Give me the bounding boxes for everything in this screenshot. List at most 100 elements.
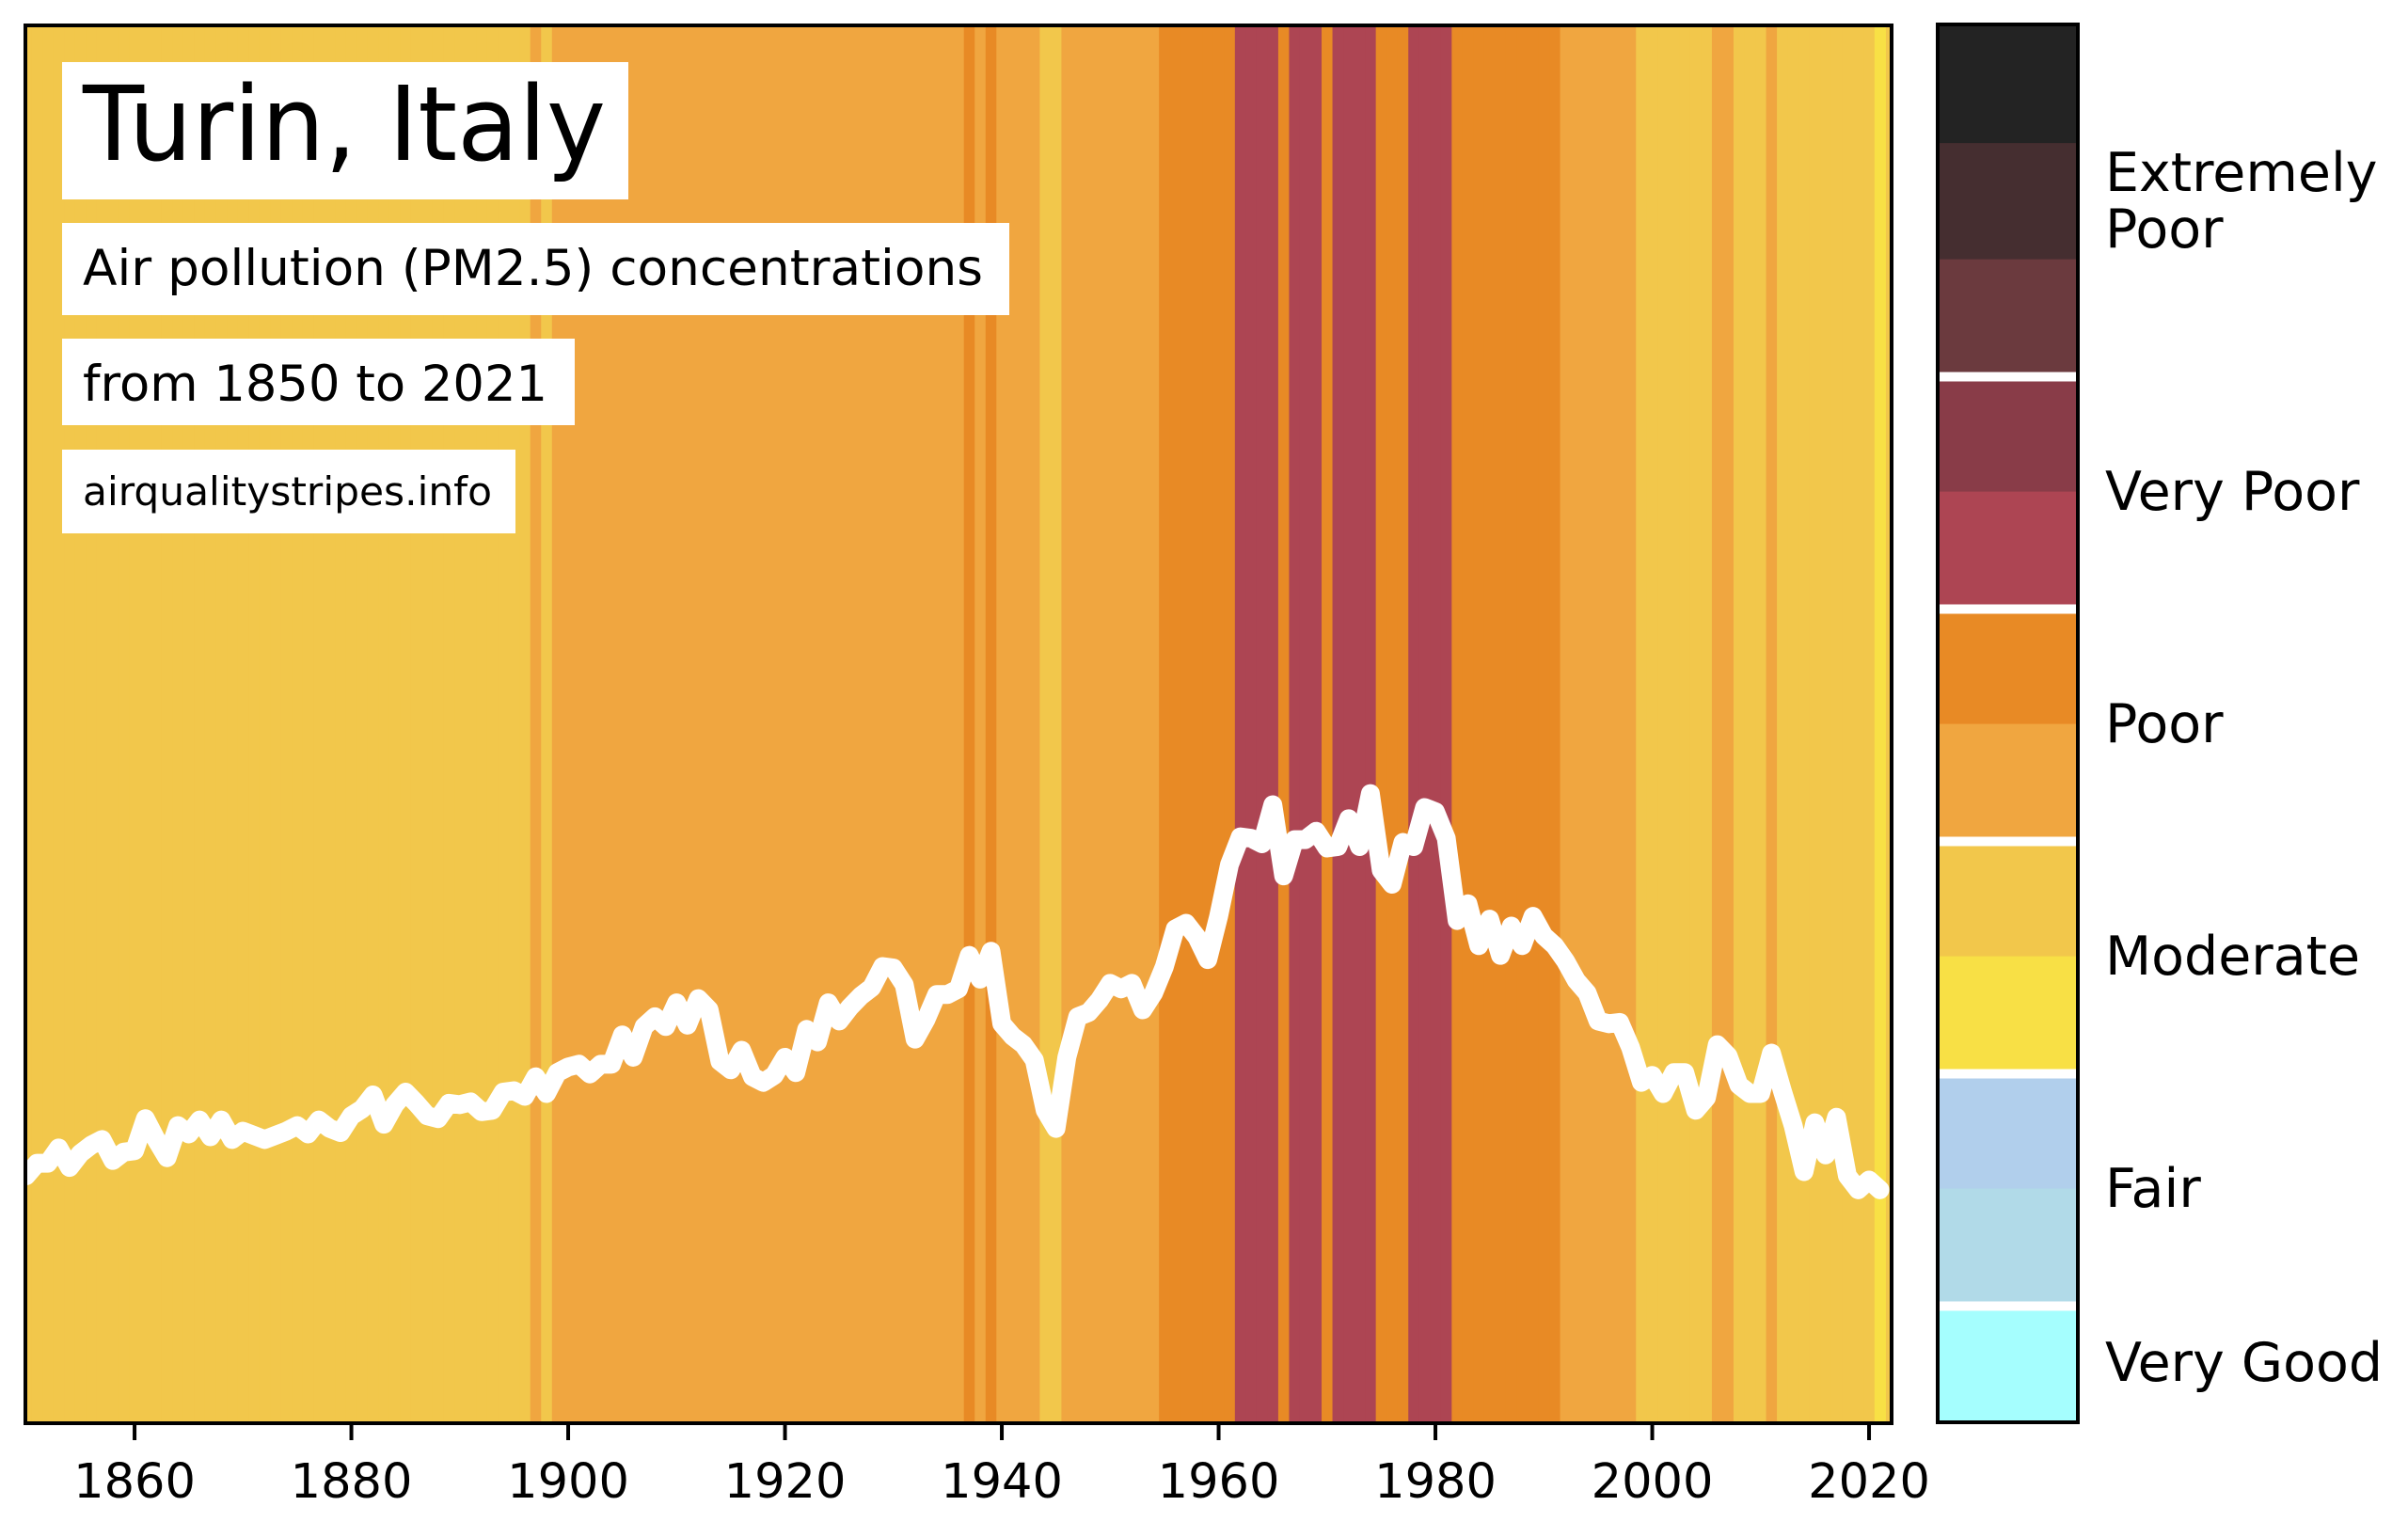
- stripe-1960: [1212, 25, 1225, 1423]
- data-point-1942: [1015, 1036, 1033, 1054]
- stripe-1936: [953, 25, 965, 1423]
- stripe-2014: [1798, 25, 1811, 1423]
- data-point-1993: [1567, 972, 1585, 990]
- stripe-1982: [1451, 25, 1464, 1423]
- colorbar-segment-poor-high: [1940, 607, 2076, 724]
- data-point-1952: [1123, 975, 1141, 992]
- stripe-1998: [1624, 25, 1637, 1423]
- colorbar-segment-extremely-poor-low: [1940, 259, 2076, 376]
- stripe-2006: [1711, 25, 1724, 1423]
- stripe-1927: [855, 25, 867, 1423]
- data-point-1981: [1437, 830, 1455, 848]
- data-point-2003: [1676, 1064, 1694, 1082]
- stripe-1933: [920, 25, 932, 1423]
- stripe-1995: [1592, 25, 1605, 1423]
- data-point-1906: [625, 1048, 642, 1066]
- data-point-1857: [93, 1131, 111, 1149]
- stripe-1941: [1006, 25, 1019, 1423]
- x-tick-label-1960: 1960: [1158, 1454, 1280, 1510]
- colorbar-category-separator: [1940, 604, 2076, 614]
- data-point-1966: [1275, 867, 1292, 885]
- data-point-1876: [299, 1125, 317, 1143]
- data-point-1867: [201, 1128, 219, 1146]
- data-point-1987: [1502, 917, 1520, 935]
- stripe-1966: [1277, 25, 1291, 1423]
- data-point-2005: [1698, 1088, 1716, 1106]
- stripe-2021: [1874, 25, 1886, 1423]
- data-point-1885: [397, 1084, 415, 1102]
- colorbar-segment-very-good: [1940, 1304, 2076, 1421]
- stripe-2002: [1668, 25, 1680, 1423]
- colorbar-segment-moderate-low: [1940, 956, 2076, 1073]
- colorbar-segment-fair-low: [1940, 1188, 2076, 1306]
- stripe-1961: [1224, 25, 1236, 1423]
- data-point-1879: [332, 1124, 350, 1142]
- plot-area: Turin, Italy Air pollution (PM2.5) conce…: [24, 24, 1893, 1425]
- data-point-1881: [354, 1100, 372, 1118]
- data-point-1854: [60, 1159, 78, 1177]
- x-tick-label-1900: 1900: [507, 1454, 629, 1510]
- data-point-2006: [1708, 1036, 1726, 1054]
- data-point-1943: [1025, 1051, 1043, 1069]
- x-axis: 1860 1880 1900 1920 1940 1960 1980 2000 2020: [73, 1425, 1930, 1510]
- stripe-2010: [1755, 25, 1767, 1423]
- stripe-1988: [1516, 25, 1529, 1423]
- data-point-1982: [1449, 912, 1466, 929]
- period-box: from 1850 to 2021: [62, 339, 575, 425]
- stripe-1997: [1614, 25, 1626, 1423]
- colorbar-label-extremely-poor-line1: Extremely: [2105, 142, 2378, 204]
- data-point-1912: [689, 990, 707, 1007]
- stripe-1911: [682, 25, 694, 1423]
- source-link[interactable]: airqualitystripes.info: [83, 468, 492, 515]
- data-point-1953: [1133, 1001, 1151, 1019]
- stripe-1946: [1061, 25, 1073, 1423]
- x-tick-label-1980: 1980: [1374, 1454, 1497, 1510]
- data-point-1882: [364, 1086, 382, 1103]
- stripe-1986: [1495, 25, 1507, 1423]
- stripe-1931: [898, 25, 911, 1423]
- data-point-1896: [515, 1087, 533, 1105]
- data-point-1916: [733, 1041, 751, 1059]
- subtitle-box-background: [62, 223, 1009, 315]
- colorbar-category-separator: [1940, 1301, 2076, 1311]
- chart-title: Turin, Italy: [82, 64, 606, 184]
- data-point-1931: [895, 975, 913, 993]
- stripe-1953: [1137, 25, 1149, 1423]
- stripe-1990: [1538, 25, 1550, 1423]
- stripe-1993: [1571, 25, 1583, 1423]
- stripe-1973: [1354, 25, 1366, 1423]
- source-box-background: [62, 450, 515, 533]
- data-point-1923: [809, 1033, 827, 1051]
- data-point-1959: [1199, 951, 1217, 969]
- x-tick-label-1920: 1920: [724, 1454, 847, 1510]
- data-point-1891: [462, 1093, 480, 1111]
- stripe-1938: [974, 25, 987, 1423]
- chart-subtitle: Air pollution (PM2.5) concentrations: [83, 240, 983, 297]
- stripe-1996: [1603, 25, 1615, 1423]
- data-point-1989: [1524, 908, 1542, 926]
- stripe-1929: [877, 25, 889, 1423]
- stripe-1923: [812, 25, 824, 1423]
- stripe-1949: [1094, 25, 1106, 1423]
- data-point-2018: [1838, 1166, 1856, 1184]
- title-box-background: [62, 62, 628, 199]
- stripe-1924: [822, 25, 834, 1423]
- colorbar-segments: [1940, 26, 2076, 1421]
- subtitle-box: Air pollution (PM2.5) concentrations: [62, 223, 1009, 315]
- stripe-2008: [1733, 25, 1746, 1423]
- stripe-1932: [910, 25, 922, 1423]
- data-point-1946: [1058, 1048, 1076, 1066]
- data-point-1905: [613, 1026, 631, 1044]
- title-box: Turin, Italy: [62, 62, 628, 199]
- period-box-background: [62, 339, 575, 425]
- stripe-2004: [1689, 25, 1702, 1423]
- data-point-2021: [1871, 1181, 1889, 1198]
- stripe-1967: [1289, 25, 1301, 1423]
- stripe-1999: [1636, 25, 1648, 1423]
- stripe-1910: [671, 25, 683, 1423]
- stripe-2020: [1863, 25, 1876, 1423]
- stripe-1985: [1483, 25, 1497, 1423]
- stripe-1991: [1549, 25, 1561, 1423]
- data-point-1886: [407, 1094, 425, 1112]
- data-point-1888: [429, 1110, 447, 1128]
